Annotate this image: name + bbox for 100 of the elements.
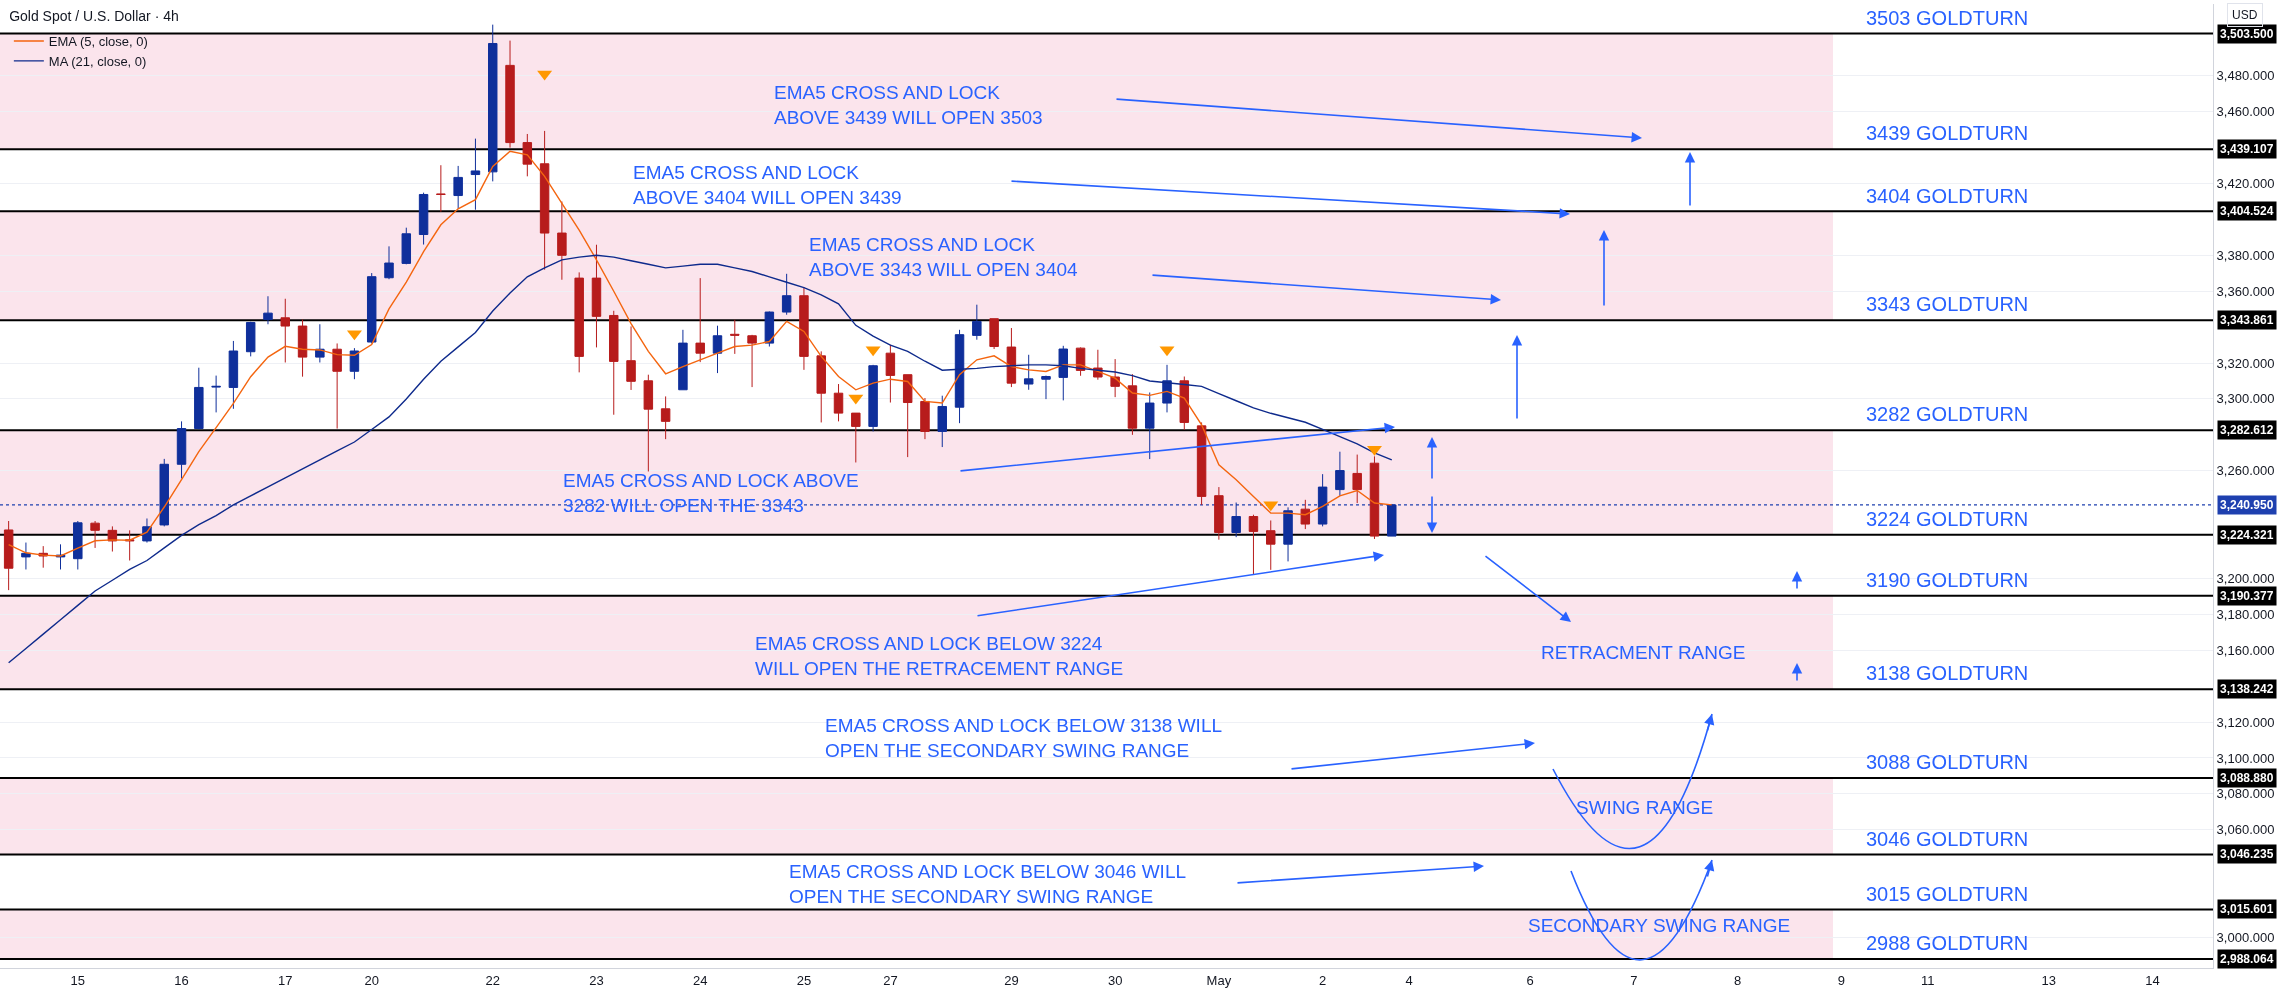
candlestick [1006,327,1017,388]
ref-line-label: 3,503.500 [2220,27,2274,41]
candlestick [194,367,204,430]
ref-line-label: 3,282.612 [2220,423,2274,437]
candlestick [3,520,14,591]
annotation: 3190 GOLDTURN [1866,569,2029,591]
candlestick [764,311,775,348]
annotation: EMA5 CROSS AND LOCK BELOW 3224 WILL OPEN THE RETRACEMENT RANGE [755,633,1124,679]
x-tick-label: 15 [70,972,86,988]
candlestick [557,200,567,281]
candlestick [851,412,861,463]
candlestick [159,458,169,527]
candlestick [349,347,360,380]
candlestick [799,286,809,371]
annotation: 3046 GOLDTURN [1866,828,2029,850]
candlestick [401,227,412,265]
candlestick [712,325,723,374]
candlestick [1266,519,1276,571]
annotation: 3404 GOLDTURN [1866,185,2029,207]
candlestick [954,329,965,424]
x-tick-label: 27 [883,972,898,988]
candlestick [591,244,602,348]
ref-line-label: 3,404.524 [2220,204,2274,218]
annotation: 3138 GOLDTURN [1866,662,2029,684]
candlestick [609,310,619,416]
annotation: 3088 GOLDTURN [1866,751,2029,773]
y-tick-label: 3,060.000 [2216,822,2275,838]
annotation: EMA5 CROSS AND LOCK ABOVE 3282 WILL OPEN THE 3343 [563,470,859,516]
y-tick-label: 3,360.000 [2216,283,2275,299]
candlestick [1127,373,1138,436]
annotation: 3343 GOLDTURN [1866,293,2029,315]
x-tick-label: 9 [1837,972,1845,988]
x-tick-label: 29 [1004,972,1019,988]
candlestick [868,364,878,432]
candlestick [660,395,671,440]
candlestick [505,40,515,149]
annotation: 2988 GOLDTURN [1866,932,2029,954]
y-tick-label: 3,200.000 [2216,571,2275,586]
candlestick [1283,506,1293,562]
x-tick-label: 20 [364,972,379,988]
candlestick [1369,455,1380,540]
y-tick-label: 3,480.000 [2216,68,2275,84]
x-tick-label: 11 [1920,972,1935,988]
candlestick [833,383,844,422]
y-tick-label: 3,460.000 [2216,104,2275,120]
annotation: 3224 GOLDTURN [1866,508,2029,530]
chart-title: Gold Spot / U.S. Dollar · 4h [9,7,179,24]
candlestick [280,298,291,363]
candlestick [1179,376,1190,431]
candlestick [332,342,342,430]
ref-line-label: 3,046.235 [2220,847,2274,861]
ref-line-label: 3,240.950 [2220,498,2274,512]
candlestick [972,304,982,341]
candlestick [384,245,394,280]
candlestick [228,340,239,410]
y-tick-label: 3,160.000 [2216,642,2275,658]
candlestick [1023,354,1034,391]
candlestick [1058,345,1069,401]
legend-label: EMA (5, close, 0) [48,34,148,50]
candlestick [1317,473,1328,527]
x-tick-label: 30 [1107,972,1123,988]
y-tick-label: 3,380.000 [2216,247,2275,263]
candlestick [781,273,792,316]
candlestick [1248,514,1259,576]
ref-line-label: 3,224.321 [2220,528,2274,542]
candlestick [678,329,688,391]
ref-line-label: 3,439.107 [2220,142,2274,156]
candlestick [522,133,533,177]
candlestick [1196,421,1207,506]
candlestick [366,272,377,344]
candlestick [1335,451,1345,497]
line-series [7,150,1393,557]
candlestick [297,319,308,378]
candlestick [470,138,481,211]
candlestick [539,130,550,271]
candlestick [920,397,930,440]
ref-line-label: 2,988.064 [2220,952,2274,966]
annotation: 3015 GOLDTURN [1866,883,2029,905]
annotation: EMA5 CROSS AND LOCK ABOVE 3343 WILL OPEN 3404 [809,234,1079,280]
annotation: EMA5 CROSS AND LOCK ABOVE 3404 WILL OPEN 3439 [633,162,902,208]
annotation: 3503 GOLDTURN [1866,7,2029,29]
line-series [7,254,1393,664]
candlestick [902,374,913,458]
y-tick-label: 3,420.000 [2216,176,2275,192]
x-tick-label: 7 [1630,972,1638,988]
y-tick-label: 3,100.000 [2216,750,2275,766]
y-tick-label: 3,080.000 [2216,786,2275,802]
ref-line-label: 3,015.601 [2220,902,2274,916]
candlestick [885,344,896,404]
annotation: 3282 GOLDTURN [1866,403,2029,425]
candlestick [574,271,584,373]
y-tick-label: 3,320.000 [2216,355,2275,371]
x-tick-label: 17 [278,972,293,988]
x-tick-label: May [1206,972,1232,988]
candlestick [1300,499,1311,530]
annotation: RETRACMENT RANGE [1541,642,1746,663]
candlestick [263,295,273,325]
candlestick [730,319,740,355]
x-tick-label: 23 [589,972,604,988]
x-tick-label: 24 [692,972,708,988]
